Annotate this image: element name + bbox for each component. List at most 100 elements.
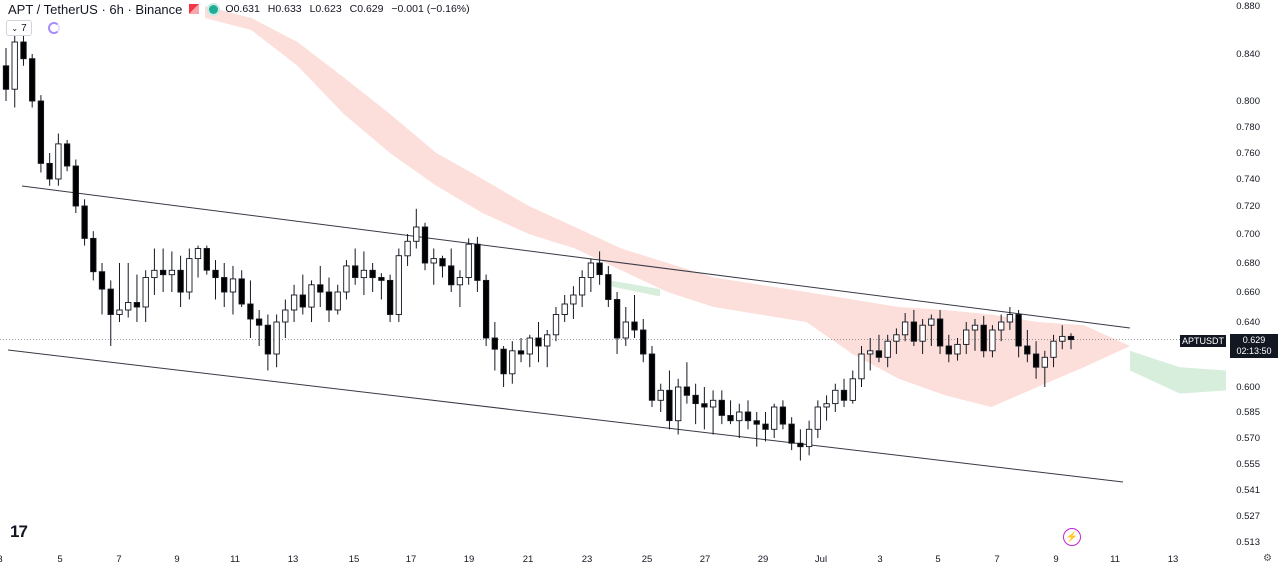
candle-down [779, 406, 787, 425]
candle-up [142, 277, 149, 308]
candle-down [177, 269, 184, 293]
candle-up [884, 340, 891, 358]
y-tick-label: 0.600 [1236, 382, 1260, 393]
x-tick-label: 15 [349, 554, 360, 565]
candle-down [727, 415, 734, 422]
candle-down [107, 288, 114, 315]
bar-countdown: 02:13:50 [1236, 346, 1272, 356]
ohlc-values: O0.631 H0.633 L0.623 C0.629 −0.001 (−0.1… [225, 3, 469, 15]
candle-up [928, 318, 935, 326]
candle-up [360, 269, 368, 279]
candle-up [709, 399, 717, 408]
candle-down [500, 348, 507, 375]
candle-up [867, 350, 874, 355]
candle-down [753, 420, 760, 425]
candle-up [273, 321, 280, 355]
candle-down [203, 248, 210, 271]
candle-down [936, 318, 944, 347]
candle-up [657, 389, 664, 401]
candle-down [788, 423, 795, 444]
indicators-toggle-button[interactable]: ⌄ 7 [6, 20, 32, 36]
candle-up [971, 324, 979, 331]
candle-up [404, 240, 411, 257]
x-tick-label: 5 [935, 554, 940, 565]
loading-spinner-icon [48, 22, 60, 34]
symbol-title[interactable]: APT / TetherUS · 6h · Binance [8, 1, 183, 17]
candle-down [631, 321, 638, 331]
candle-up [823, 403, 830, 408]
x-tick-label: 13 [1168, 554, 1179, 565]
y-tick-label: 0.660 [1236, 287, 1260, 298]
y-tick-label: 0.585 [1236, 407, 1260, 418]
candle-up [1041, 356, 1048, 368]
candle-up [989, 329, 996, 352]
candle-up [552, 314, 560, 336]
gear-icon[interactable]: ⚙ [1263, 553, 1272, 564]
candle-up [11, 41, 18, 90]
candle-down [640, 329, 647, 355]
candle-down [980, 324, 987, 352]
candle-down [29, 58, 36, 102]
candle-up [771, 406, 778, 430]
market-status-icon[interactable] [209, 4, 219, 14]
x-tick-label: 13 [288, 554, 299, 565]
candle-down [683, 386, 691, 396]
candle-down [491, 337, 498, 350]
flag-icon[interactable] [189, 4, 200, 14]
low-value: 0.623 [315, 3, 342, 15]
candle-up [290, 294, 298, 311]
change-value: −0.001 (−0.16%) [391, 3, 470, 15]
candle-down [648, 353, 656, 401]
candle-down [666, 389, 673, 422]
candle-up [1006, 314, 1014, 323]
candle-down [762, 423, 769, 430]
y-tick-label: 0.800 [1236, 96, 1260, 107]
candle-up [954, 343, 961, 355]
candle-down [159, 269, 167, 276]
candle-down [945, 345, 952, 355]
chart-header: APT / TetherUS · 6h · Binance O0.631 H0.… [8, 1, 470, 17]
x-tick-label: 23 [582, 554, 593, 565]
x-tick-label: Jul [815, 554, 827, 565]
candle-down [482, 279, 490, 339]
tradingview-logo-icon[interactable]: 17 [10, 522, 28, 542]
candle-down [46, 162, 53, 180]
candle-down [386, 279, 394, 315]
y-tick-label: 0.680 [1236, 258, 1260, 269]
candle-up [125, 302, 132, 311]
y-tick-label: 0.555 [1236, 459, 1260, 470]
channel-lower-line [7, 349, 1124, 483]
candle-down [1024, 345, 1031, 355]
high-value: 0.633 [275, 3, 302, 15]
x-tick-label: 11 [1110, 554, 1120, 565]
lightning-icon[interactable]: ⚡ [1063, 528, 1081, 546]
candle-down [1067, 335, 1075, 341]
y-tick-label: 0.780 [1236, 122, 1260, 133]
candle-up [465, 243, 472, 278]
candle-up [194, 248, 202, 260]
candle-up [561, 303, 568, 315]
x-tick-label: 9 [1053, 554, 1058, 565]
x-tick-label: 21 [523, 554, 534, 565]
symbol-tag-label: APTUSDT [1181, 336, 1224, 346]
candle-down [448, 265, 455, 286]
candle-down [264, 324, 272, 355]
candle-up [55, 143, 62, 180]
candle-down [369, 269, 376, 279]
x-tick-label: 17 [406, 554, 417, 565]
x-tick-label: 11 [230, 554, 240, 565]
candle-down [212, 269, 219, 279]
candle-down [1015, 314, 1022, 347]
candle-up [186, 258, 193, 293]
last-price-value: 0.629 [1242, 335, 1266, 345]
candle-up [858, 353, 865, 380]
candle-up [430, 258, 437, 264]
candle-down [317, 284, 324, 293]
candle-down [238, 278, 245, 305]
candle-up [832, 389, 839, 405]
chevron-down-icon: ⌄ [11, 23, 19, 33]
candle-up [963, 329, 970, 345]
candle-up [456, 277, 464, 286]
candle-down [535, 337, 542, 347]
